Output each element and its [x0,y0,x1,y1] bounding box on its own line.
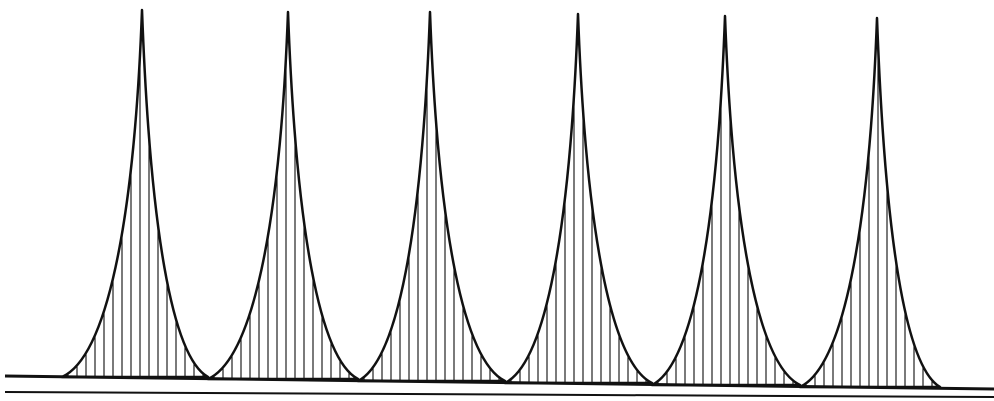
peak-hatching [511,14,646,383]
peak-outlines [62,10,940,387]
peak-hatching [806,18,932,387]
peak-hatching [214,12,349,379]
peak-outline [208,12,358,379]
peak-outline [62,10,208,377]
peak-hatching [658,16,793,385]
peak-outline [800,18,940,387]
lower-baseline [5,392,994,397]
peak-outline [358,12,505,381]
peak-hatching [68,10,203,377]
hatching [68,10,932,387]
peak-outline [505,14,652,383]
peak-outline [652,16,800,385]
